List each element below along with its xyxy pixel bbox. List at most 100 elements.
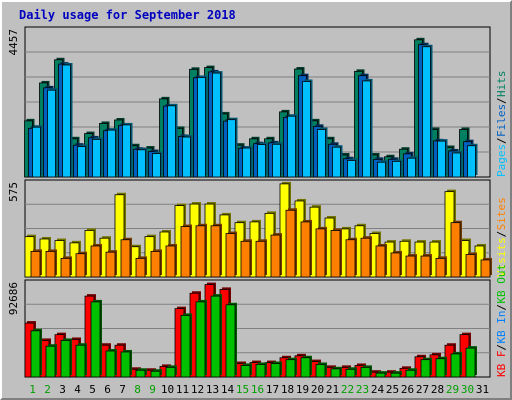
bar-kb-out <box>195 301 206 378</box>
bar-kb-out <box>225 304 236 378</box>
bar-pages <box>272 143 281 178</box>
bar-kb-out <box>285 359 296 378</box>
legend-separator: / <box>495 304 508 311</box>
bar-kb-out <box>210 295 221 378</box>
bar-kb-out <box>420 359 431 378</box>
bar-pages <box>422 46 431 178</box>
x-tick-label: 4 <box>74 383 81 396</box>
bar-kb-out <box>270 363 281 378</box>
panel-max-label: 92686 <box>7 282 20 315</box>
bar-pages <box>77 146 86 178</box>
x-tick-label: 1 <box>29 383 36 396</box>
bar-sites <box>480 259 491 278</box>
bar-kb-out <box>165 366 176 378</box>
x-tick-label: 7 <box>119 383 126 396</box>
bar-sites <box>90 245 101 278</box>
legend-separator: / <box>495 137 508 144</box>
legend-separator: / <box>495 344 508 351</box>
bar-sites <box>330 230 341 278</box>
bar-sites <box>300 221 311 278</box>
x-tick-label: 11 <box>176 383 189 396</box>
bar-pages <box>167 105 176 178</box>
bar-pages <box>332 146 341 178</box>
bar-kb-out <box>45 345 56 378</box>
bar-kb-out <box>120 351 131 378</box>
bar-kb-out <box>390 372 401 378</box>
x-tick-label: 3 <box>59 383 66 396</box>
bar-sites <box>210 225 221 278</box>
x-tick-label: 8 <box>134 383 141 396</box>
x-tick-label: 14 <box>221 383 235 396</box>
bar-pages <box>152 153 161 178</box>
bar-pages <box>227 119 236 178</box>
legend-sites: Sites <box>495 197 508 230</box>
bar-sites <box>420 255 431 278</box>
bar-sites <box>285 209 296 278</box>
x-tick-label: 30 <box>461 383 474 396</box>
x-tick-label: 16 <box>251 383 264 396</box>
bar-pages <box>107 129 116 178</box>
bar-kb-out <box>360 366 371 378</box>
bar-kb-out <box>180 314 191 378</box>
bar-pages <box>347 160 356 178</box>
bar-pages <box>137 149 146 178</box>
bar-sites <box>165 245 176 278</box>
bar-kb-out <box>465 347 476 378</box>
legend-visits: Visits <box>495 237 508 277</box>
x-tick-label: 17 <box>266 383 279 396</box>
bar-sites <box>180 226 191 278</box>
x-tick-label: 6 <box>104 383 111 396</box>
bar-pages <box>242 147 251 178</box>
legend-files: Files <box>495 104 508 137</box>
x-tick-label: 28 <box>431 383 444 396</box>
bar-kb-out <box>345 368 356 378</box>
bar-sites <box>360 237 371 278</box>
bar-kb-out <box>450 353 461 378</box>
x-tick-label: 19 <box>296 383 309 396</box>
legend-separator: / <box>495 97 508 104</box>
bar-sites <box>240 240 251 278</box>
bar-pages <box>437 140 446 178</box>
bar-pages <box>92 138 101 178</box>
bar-kb-out <box>405 369 416 378</box>
x-tick-label: 13 <box>206 383 219 396</box>
bar-sites <box>405 255 416 278</box>
bar-sites <box>75 253 86 278</box>
x-tick-label: 31 <box>476 383 489 396</box>
x-tick-label: 24 <box>371 383 385 396</box>
bar-pages <box>32 126 41 178</box>
bar-pages <box>302 81 311 178</box>
bar-kb-out <box>375 372 386 378</box>
x-tick-label: 5 <box>89 383 96 396</box>
bar-kb-out <box>330 368 341 378</box>
legend-hits: Hits <box>495 71 508 98</box>
x-tick-label: 25 <box>386 383 399 396</box>
bar-kb-out <box>315 364 326 378</box>
bar-kb-out <box>255 364 266 378</box>
panel-max-label: 575 <box>7 182 20 202</box>
bar-pages <box>317 129 326 178</box>
legend-kb-f: KB F <box>495 351 508 378</box>
x-tick-label: 26 <box>401 383 414 396</box>
bar-sites <box>255 240 266 278</box>
bar-sites <box>45 250 56 278</box>
x-tick-label: 18 <box>281 383 294 396</box>
bar-sites <box>135 257 146 278</box>
bar-kb-out <box>105 350 116 378</box>
x-tick-label: 23 <box>356 383 369 396</box>
bar-pages <box>452 152 461 178</box>
bar-pages <box>392 160 401 178</box>
bar-sites <box>105 251 116 278</box>
bar-kb-out <box>60 340 71 378</box>
bar-sites <box>345 239 356 278</box>
bar-pages <box>122 124 131 178</box>
bar-pages <box>62 64 71 178</box>
x-tick-label: 12 <box>191 383 204 396</box>
legend-kb-out: KB Out <box>495 264 508 304</box>
bar-kb-out <box>435 358 446 378</box>
legend-separator: / <box>495 231 508 238</box>
legend-pages: Pages <box>495 144 508 177</box>
bar-pages <box>377 161 386 178</box>
bar-sites <box>270 234 281 278</box>
chart-title: Daily usage for September 2018 <box>19 8 236 22</box>
